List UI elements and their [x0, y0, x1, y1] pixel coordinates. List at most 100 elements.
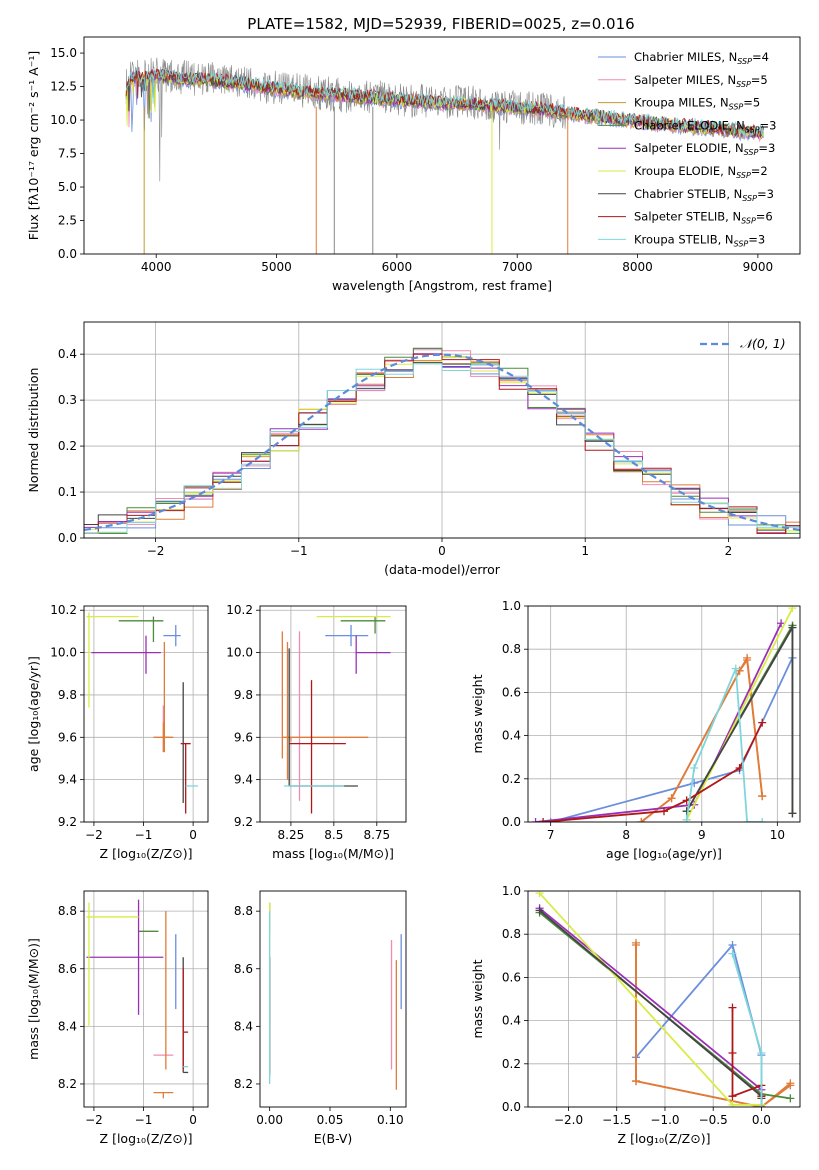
y-tick-label: 0.3	[58, 393, 77, 407]
plot-area	[84, 347, 800, 534]
legend-entry-2: Kroupa MILES, NSSP=5	[634, 96, 760, 112]
series-marker-5	[535, 891, 544, 898]
legend-entry-4: Salpeter ELODIE, NSSP=3	[634, 141, 775, 157]
axes-frame	[527, 605, 801, 823]
series-marker-7	[728, 1003, 737, 1012]
x-tick-label: −1.0	[650, 1113, 679, 1127]
x-axis-label: mass [log₁₀(M/M⊙)]	[272, 846, 394, 861]
x-tick-label: −2	[85, 1113, 103, 1127]
plot-area	[269, 902, 402, 1090]
x-axis-label: age [log₁₀(age/yr)]	[606, 846, 722, 861]
x-axis-label: Z [log₁₀(Z/Z⊙)]	[618, 1131, 711, 1146]
y-tick-label: 8.6	[58, 962, 77, 976]
legend-entry-8: Kroupa STELIB, NSSP=3	[634, 232, 765, 248]
x-tick-label: −1.5	[602, 1113, 631, 1127]
series-marker-8	[758, 818, 767, 822]
y-tick-label: 15.0	[50, 46, 77, 60]
normal-curve	[84, 353, 800, 531]
y-tick-label: 9.8	[234, 688, 253, 702]
y-tick-label: 5.0	[58, 180, 77, 194]
x-tick-label: 8	[622, 828, 630, 842]
y-tick-label: 10.0	[50, 646, 77, 660]
y-tick-label: 7.5	[58, 147, 77, 161]
figure-title: PLATE=1582, MJD=52939, FIBERID=0025, z=0…	[247, 15, 634, 33]
x-tick-label: 4000	[141, 260, 172, 274]
series-marker-8	[690, 764, 699, 772]
series-marker-2	[637, 818, 646, 822]
y-tick-label: 12.5	[50, 80, 77, 94]
x-tick-label: 9000	[743, 260, 774, 274]
legend-entry-5: Kroupa ELODIE, NSSP=2	[634, 164, 768, 180]
x-tick-label: −1	[135, 828, 153, 842]
series-marker-2	[758, 792, 767, 801]
y-tick-label: 10.0	[226, 646, 253, 660]
axes-frame	[83, 321, 801, 539]
y-tick-label: 8.8	[58, 904, 77, 918]
x-axis-label: (data-model)/error	[384, 562, 501, 577]
gridlines	[528, 605, 800, 823]
y-axis-label: Normed distribution	[26, 368, 41, 493]
y-axis-label: age [log₁₀(age/yr)]	[26, 656, 41, 772]
x-tick-label: −1	[290, 544, 308, 558]
y-tick-label: 0.8	[502, 642, 521, 656]
legend-entry-6: Chabrier STELIB, NSSP=3	[634, 187, 774, 203]
y-tick-label: 0.8	[502, 927, 521, 941]
y-tick-label: 9.2	[58, 815, 77, 829]
panel-mass_vs_Z: −2 −1 0 8.2 8.4 8.6 8.8 Z [log₁₀(Z/Z⊙)] mass [lo…	[26, 890, 209, 1146]
series-marker-8	[743, 818, 752, 822]
y-tick-label: 0.2	[502, 772, 521, 786]
x-tick-label: 0	[438, 544, 446, 558]
panel-spectrum: 4000 5000 6000 7000 8000 9000 0.0 2.5 5.0 7.5 10.0…	[26, 36, 801, 293]
series-marker-8	[682, 815, 691, 822]
x-tick-label: 0.00	[256, 1113, 283, 1127]
series-marker-3	[786, 1094, 795, 1103]
series-line-0	[550, 657, 794, 822]
x-tick-label: 1	[581, 544, 589, 558]
legend-entry-7: Salpeter STELIB, NSSP=6	[634, 210, 773, 226]
plot-area	[531, 606, 797, 822]
histogram-7	[84, 353, 800, 534]
axes-frame	[83, 36, 801, 255]
gridlines	[528, 890, 800, 1108]
axes-frame	[259, 605, 407, 823]
x-tick-label: 7	[547, 828, 555, 842]
y-tick-label: 1.0	[502, 884, 521, 898]
axes-frame	[83, 605, 209, 823]
x-tick-label: −0.5	[699, 1113, 728, 1127]
x-tick-label: 8.75	[363, 828, 390, 842]
y-tick-label: 0.4	[58, 347, 77, 361]
y-tick-label: 0.6	[502, 685, 521, 699]
axes-frame	[83, 890, 209, 1108]
legend: Chabrier MILES, NSSP=4 Salpeter MILES, NS…	[598, 50, 776, 248]
x-axis-label: Z [log₁₀(Z/Z⊙)]	[100, 846, 193, 861]
gridlines	[84, 891, 208, 1107]
series-marker-2	[632, 1077, 641, 1086]
y-tick-label: 9.6	[234, 730, 253, 744]
series-marker-5	[728, 1100, 737, 1107]
y-tick-label: 0.0	[502, 815, 521, 829]
plot-area	[86, 612, 199, 814]
y-tick-label: 10.0	[50, 113, 77, 127]
series-marker-8	[731, 664, 740, 673]
series-marker-7	[539, 818, 548, 822]
axes-frame	[259, 890, 407, 1108]
x-tick-label: 0.10	[377, 1113, 404, 1127]
y-tick-label: 0.0	[58, 247, 77, 261]
y-tick-label: 10.2	[50, 603, 77, 617]
x-tick-label: 0	[189, 1113, 197, 1127]
series-line-6	[539, 909, 763, 1099]
x-tick-label: −2	[147, 544, 165, 558]
y-axis-label: mass weight	[470, 959, 485, 1038]
series-marker-8	[728, 949, 737, 958]
x-tick-label: 8000	[622, 260, 653, 274]
series-marker-8	[757, 1103, 766, 1107]
series-marker-0	[728, 941, 737, 949]
legend-entry-normal: 𝒩(0, 1)	[740, 336, 786, 351]
series-marker-6	[788, 809, 797, 818]
model-spectrum-8	[125, 68, 764, 136]
y-tick-label: 0.0	[58, 531, 77, 545]
series-marker-2	[743, 653, 752, 662]
x-tick-label: 7000	[502, 260, 533, 274]
series-line-0	[635, 943, 763, 1107]
y-tick-label: 8.2	[58, 1077, 77, 1091]
